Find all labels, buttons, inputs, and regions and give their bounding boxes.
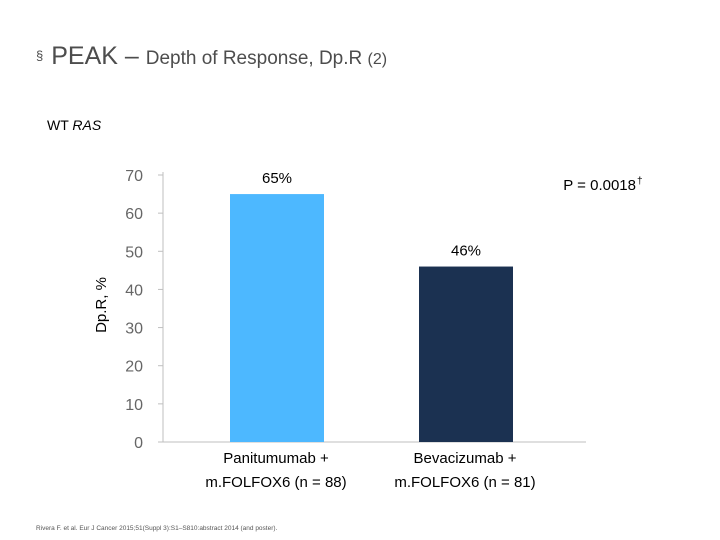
y-tick-label: 20 <box>125 359 143 376</box>
y-tick-label: 40 <box>125 282 143 299</box>
subset-label: WT RAS <box>47 117 101 133</box>
y-tick-label: 10 <box>125 397 143 414</box>
bar-value-label: 65% <box>262 170 292 187</box>
p-value-annotation: P = 0.0018 <box>563 177 636 194</box>
x-category-label: m.FOLFOX6 (n = 88) <box>205 474 346 491</box>
bar-chart: 0 10 20 30 40 50 60 70 Dp.R, % 65% Panitumumab + m.… <box>93 168 643 491</box>
y-tick-label: 30 <box>125 321 143 338</box>
bar-value-label: 46% <box>451 243 481 260</box>
x-category-label: m.FOLFOX6 (n = 81) <box>394 474 535 491</box>
x-category-label: Panitumumab + <box>223 450 329 467</box>
subset-prefix: WT <box>47 117 73 133</box>
title-main: PEAK – <box>51 42 146 70</box>
footnote: Rivera F. et al. Eur J Cancer 2015;51(Su… <box>36 525 278 532</box>
dagger-marker: † <box>637 176 643 187</box>
y-axis-label: Dp.R, % <box>93 277 110 333</box>
title-number: (2) <box>367 51 388 68</box>
bullet-icon: § <box>36 48 44 63</box>
bar <box>230 194 324 442</box>
y-tick-label: 0 <box>134 435 143 452</box>
subset-gene: RAS <box>72 117 102 133</box>
y-tick-label: 70 <box>125 168 143 185</box>
title-sub: Depth of Response, Dp.R <box>145 48 368 69</box>
bar <box>419 266 513 442</box>
x-category-label: Bevacizumab + <box>414 450 517 467</box>
slide-title: § PEAK – Depth of Response, Dp.R (2) <box>36 42 387 71</box>
y-tick-label: 50 <box>125 244 143 261</box>
y-tick-label: 60 <box>125 206 143 223</box>
